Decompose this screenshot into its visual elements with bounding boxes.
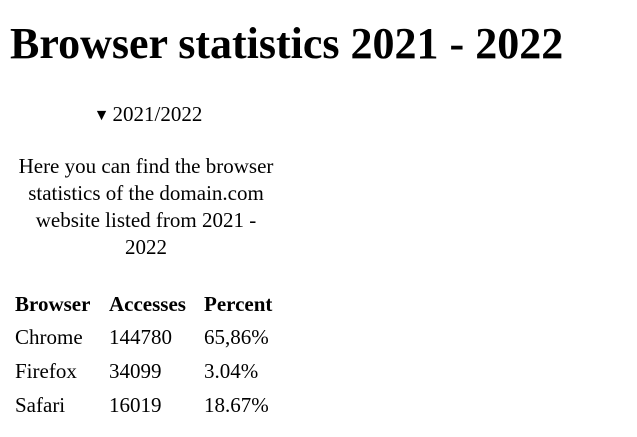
- table-row: Chrome 144780 65,86%: [14, 321, 284, 353]
- disclosure-triangle-icon: ▼: [93, 107, 110, 124]
- cell-browser: Chrome: [15, 324, 83, 349]
- cell-percent: 65,86%: [204, 324, 269, 349]
- header-accesses: Accesses: [109, 291, 186, 316]
- cell-browser: Firefox: [15, 358, 77, 383]
- header-percent: Percent: [204, 291, 273, 316]
- header-browser: Browser: [15, 291, 91, 316]
- table-row: Safari 16019 18.67%: [14, 389, 284, 421]
- cell-browser: Safari: [15, 392, 66, 417]
- cell-accesses: 16019: [109, 392, 162, 417]
- cell-accesses: 34099: [109, 358, 162, 383]
- details-summary-toggle[interactable]: ▼ 2021/2022: [18, 100, 278, 131]
- browser-stats-table: Browser Accesses Percent Chrome 144780 6…: [12, 287, 286, 423]
- cell-percent: 3.04%: [204, 358, 259, 383]
- cell-percent: 18.67%: [204, 392, 269, 417]
- details-summary-label: 2021/2022: [112, 102, 203, 126]
- page-title: Browser statistics 2021 - 2022: [10, 19, 564, 68]
- table-row: Firefox 34099 3.04%: [14, 355, 284, 387]
- year-details: ▼ 2021/2022 Here you can find the browser…: [14, 100, 278, 261]
- cell-accesses: 144780: [109, 324, 172, 349]
- table-header-row: Browser Accesses Percent: [14, 289, 284, 319]
- details-description: Here you can find the browser statistics…: [18, 154, 274, 259]
